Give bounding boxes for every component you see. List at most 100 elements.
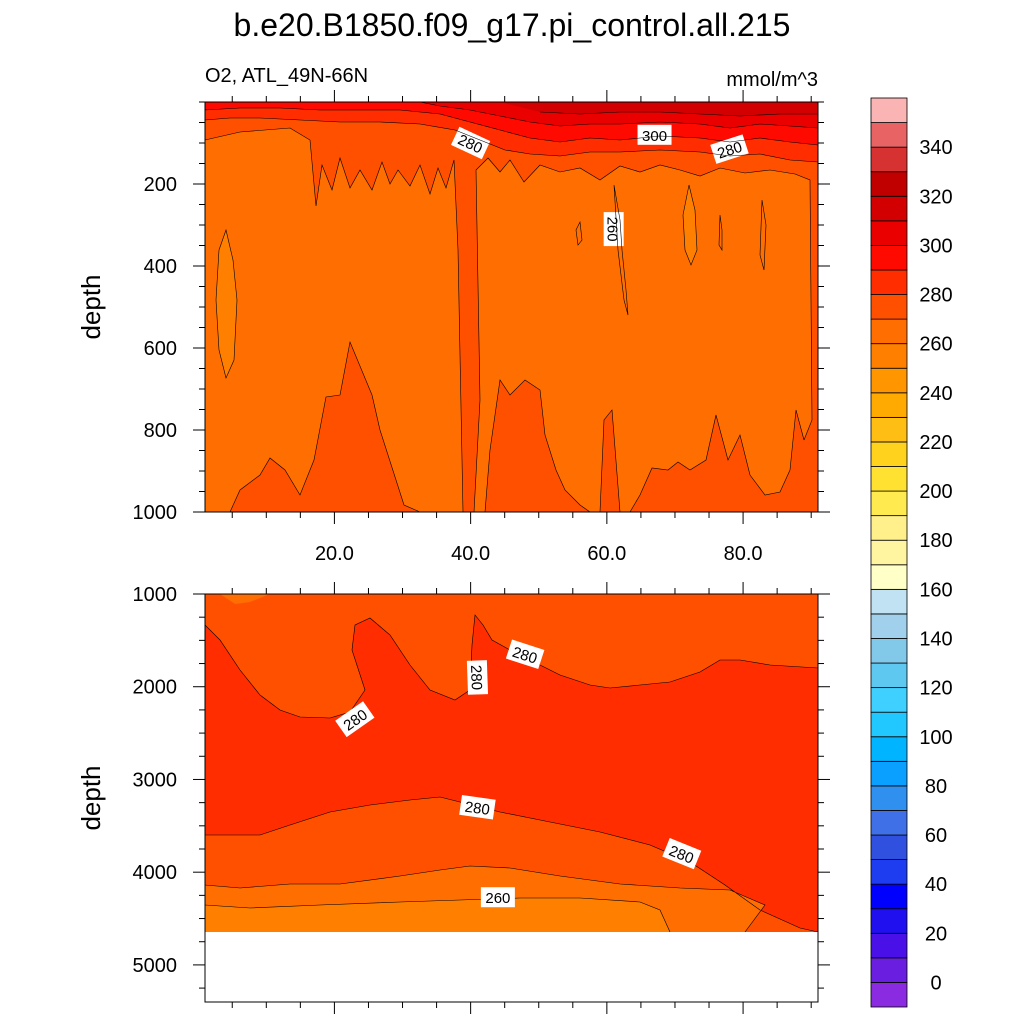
colorbar-swatch: [870, 416, 908, 443]
colorbar-label: 200: [919, 481, 952, 503]
upper-contour-fills: [205, 102, 818, 512]
colorbar-label: 100: [919, 727, 952, 749]
upper-fill-260b: [474, 158, 812, 512]
contour-label-bg: [637, 124, 672, 145]
colorbar-swatch: [870, 245, 908, 271]
lower-frame: [204, 593, 819, 1003]
upper-fill-260: [205, 128, 463, 512]
lower-fill-260-top: [220, 594, 270, 604]
colorbar-label: 300: [919, 235, 952, 257]
colorbar-swatch: [870, 588, 908, 615]
lower-fill-250: [205, 898, 670, 932]
y-tick-label: 400: [144, 256, 177, 278]
colorbar-swatch: [870, 613, 908, 639]
contour-label: 280: [466, 660, 489, 695]
colorbar-swatch: [870, 760, 908, 787]
colorbar-swatch: [870, 269, 908, 295]
x-tick-label: 20.0: [315, 543, 354, 565]
colorbar-swatch: [870, 859, 908, 885]
colorbar-label: 160: [919, 579, 952, 601]
contour-label-bg: [450, 126, 491, 160]
colorbar-swatch: [870, 367, 908, 394]
colorbar-swatch: [870, 220, 908, 246]
contour-label-text: 280: [464, 799, 491, 819]
y-tick-label: 200: [144, 174, 177, 196]
contour-label-text: 280: [510, 644, 539, 668]
contour-label: 260: [480, 887, 515, 908]
contour-label-text: 260: [485, 890, 510, 907]
colorbar-swatch: [870, 638, 908, 664]
y-tick-label: 4000: [133, 862, 178, 884]
contour-label-bg: [505, 639, 545, 670]
y-tick-label: 5000: [133, 955, 178, 977]
colorbar-label: 0: [930, 972, 941, 994]
colorbar-label: 260: [919, 334, 952, 356]
x-tick-label: 80.0: [724, 543, 763, 565]
colorbar-label: 120: [919, 678, 952, 700]
x-tick-label: 40.0: [451, 543, 490, 565]
contour-label: 280: [710, 134, 749, 164]
colorbar-label: 340: [919, 137, 952, 159]
contour-label-text: 260: [604, 217, 621, 242]
lower-missing-area: [205, 932, 818, 1002]
colorbar-swatch: [870, 982, 908, 1008]
upper-contour-lines: [204, 101, 819, 513]
colorbar-label: 320: [919, 186, 952, 208]
y-tick-label: 1000: [133, 502, 178, 524]
colorbar-swatch: [870, 662, 908, 689]
y-tick-label: 3000: [133, 769, 178, 791]
units-label: mmol/m^3: [726, 69, 818, 91]
colorbar-swatch: [870, 122, 908, 148]
contour-label: 300: [637, 124, 672, 145]
lower-axes: 1000 2000 3000 4000 5000: [133, 582, 830, 1014]
colorbar-swatch: [870, 97, 908, 123]
contour-label-bg: [335, 701, 375, 738]
colorbar-label: 40: [925, 874, 947, 896]
colorbar-swatch: [870, 392, 908, 418]
colorbar-swatch: [870, 466, 908, 492]
colorbar-swatch: [870, 195, 908, 222]
lower-ylabel: depth: [76, 765, 106, 830]
upper-fill-250: [216, 230, 237, 378]
contour-label-bg: [603, 212, 624, 247]
colorbar-label: 140: [919, 628, 952, 650]
colorbar-swatch: [870, 932, 908, 959]
colorbar-swatch: [870, 515, 908, 541]
colorbar-swatch: [870, 318, 908, 345]
colorbar-label: 220: [919, 432, 952, 454]
contour-label: 280: [505, 639, 545, 670]
colorbar-swatch: [870, 539, 908, 566]
colorbar-swatch: [870, 490, 908, 517]
contour-label-bg: [710, 134, 749, 164]
contour-label: 280: [662, 837, 702, 870]
contour-label-text: 280: [715, 139, 744, 163]
lower-contour-fills: [205, 594, 818, 932]
colorbar-label: 240: [919, 383, 952, 405]
colorbar-swatch: [870, 908, 908, 934]
colorbar-swatch: [870, 711, 908, 738]
x-tick-label: 60.0: [587, 543, 626, 565]
colorbar-swatch: [870, 687, 908, 713]
upper-fill-310: [500, 102, 818, 116]
contour-label-bg: [480, 887, 515, 908]
colorbar-label: 20: [925, 923, 947, 945]
contour-label-bg: [459, 795, 496, 820]
variable-label: O2, ATL_49N-66N: [205, 65, 368, 87]
colorbar-swatch: [870, 957, 908, 983]
contour-label-text: 280: [467, 665, 485, 691]
colorbar-label: 80: [925, 776, 947, 798]
colorbar: 0 20 40 60 80 100 120 140 160 180 200 220 240 260 280 3…: [870, 97, 953, 1008]
contour-label: 280: [459, 795, 496, 820]
contour-label-bg: [662, 837, 702, 870]
colorbar-swatch: [870, 736, 908, 762]
y-tick-label: 600: [144, 338, 177, 360]
colorbar-label: 60: [925, 825, 947, 847]
colorbar-swatch: [870, 785, 908, 811]
colorbar-label: 180: [919, 530, 952, 552]
upper-axes: 200 400 600 800 1000 20.0 40.0 60.0 80.0: [133, 90, 830, 565]
y-tick-label: 800: [144, 420, 177, 442]
lower-fill-280: [205, 615, 818, 932]
